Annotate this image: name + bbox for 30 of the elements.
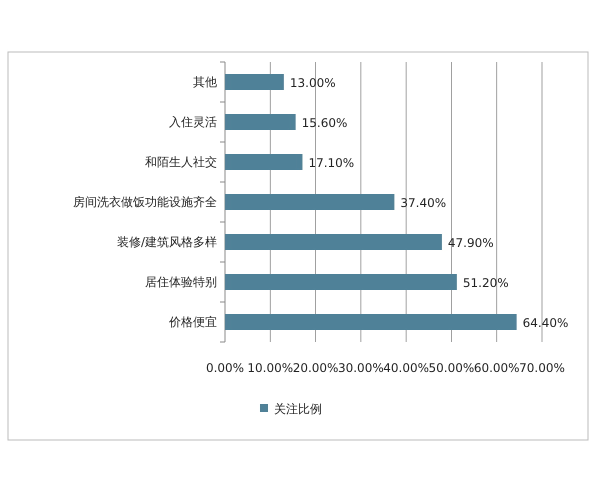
data-label: 51.20% [462, 276, 509, 290]
x-tick-label: 10.00% [247, 361, 294, 375]
data-label: 37.40% [400, 196, 446, 210]
data-label: 15.60% [302, 116, 348, 130]
data-label: 47.90% [448, 236, 494, 250]
data-label: 17.10% [308, 156, 354, 170]
x-tick-label: 40.00% [383, 361, 430, 375]
bar [225, 234, 442, 250]
x-tick-label: 0.00% [206, 361, 244, 375]
y-tick-label: 装修/建筑风格多样 [116, 235, 217, 249]
bar [225, 114, 296, 130]
y-tick-label: 和陌生人社交 [145, 155, 217, 169]
bar [225, 194, 394, 210]
x-tick-label: 50.00% [428, 361, 474, 375]
data-label: 64.40% [522, 316, 568, 330]
bar [225, 154, 302, 170]
y-tick-label: 其他 [193, 75, 217, 89]
bar [225, 314, 517, 330]
y-tick-label: 房间洗衣做饭功能设施齐全 [73, 195, 217, 209]
x-tick-label: 60.00% [474, 361, 520, 375]
x-tick-label: 30.00% [338, 361, 384, 375]
legend-label: 关注比例 [274, 402, 322, 416]
bar [225, 74, 284, 90]
y-tick-label: 价格便宜 [168, 315, 217, 329]
x-tick-label: 20.00% [292, 361, 338, 375]
y-tick-label: 入住灵活 [169, 115, 217, 129]
data-label: 13.00% [290, 76, 336, 90]
bar [225, 274, 457, 290]
y-tick-label: 居住体验特别 [145, 275, 217, 289]
x-tick-label: 70.00% [519, 361, 565, 375]
